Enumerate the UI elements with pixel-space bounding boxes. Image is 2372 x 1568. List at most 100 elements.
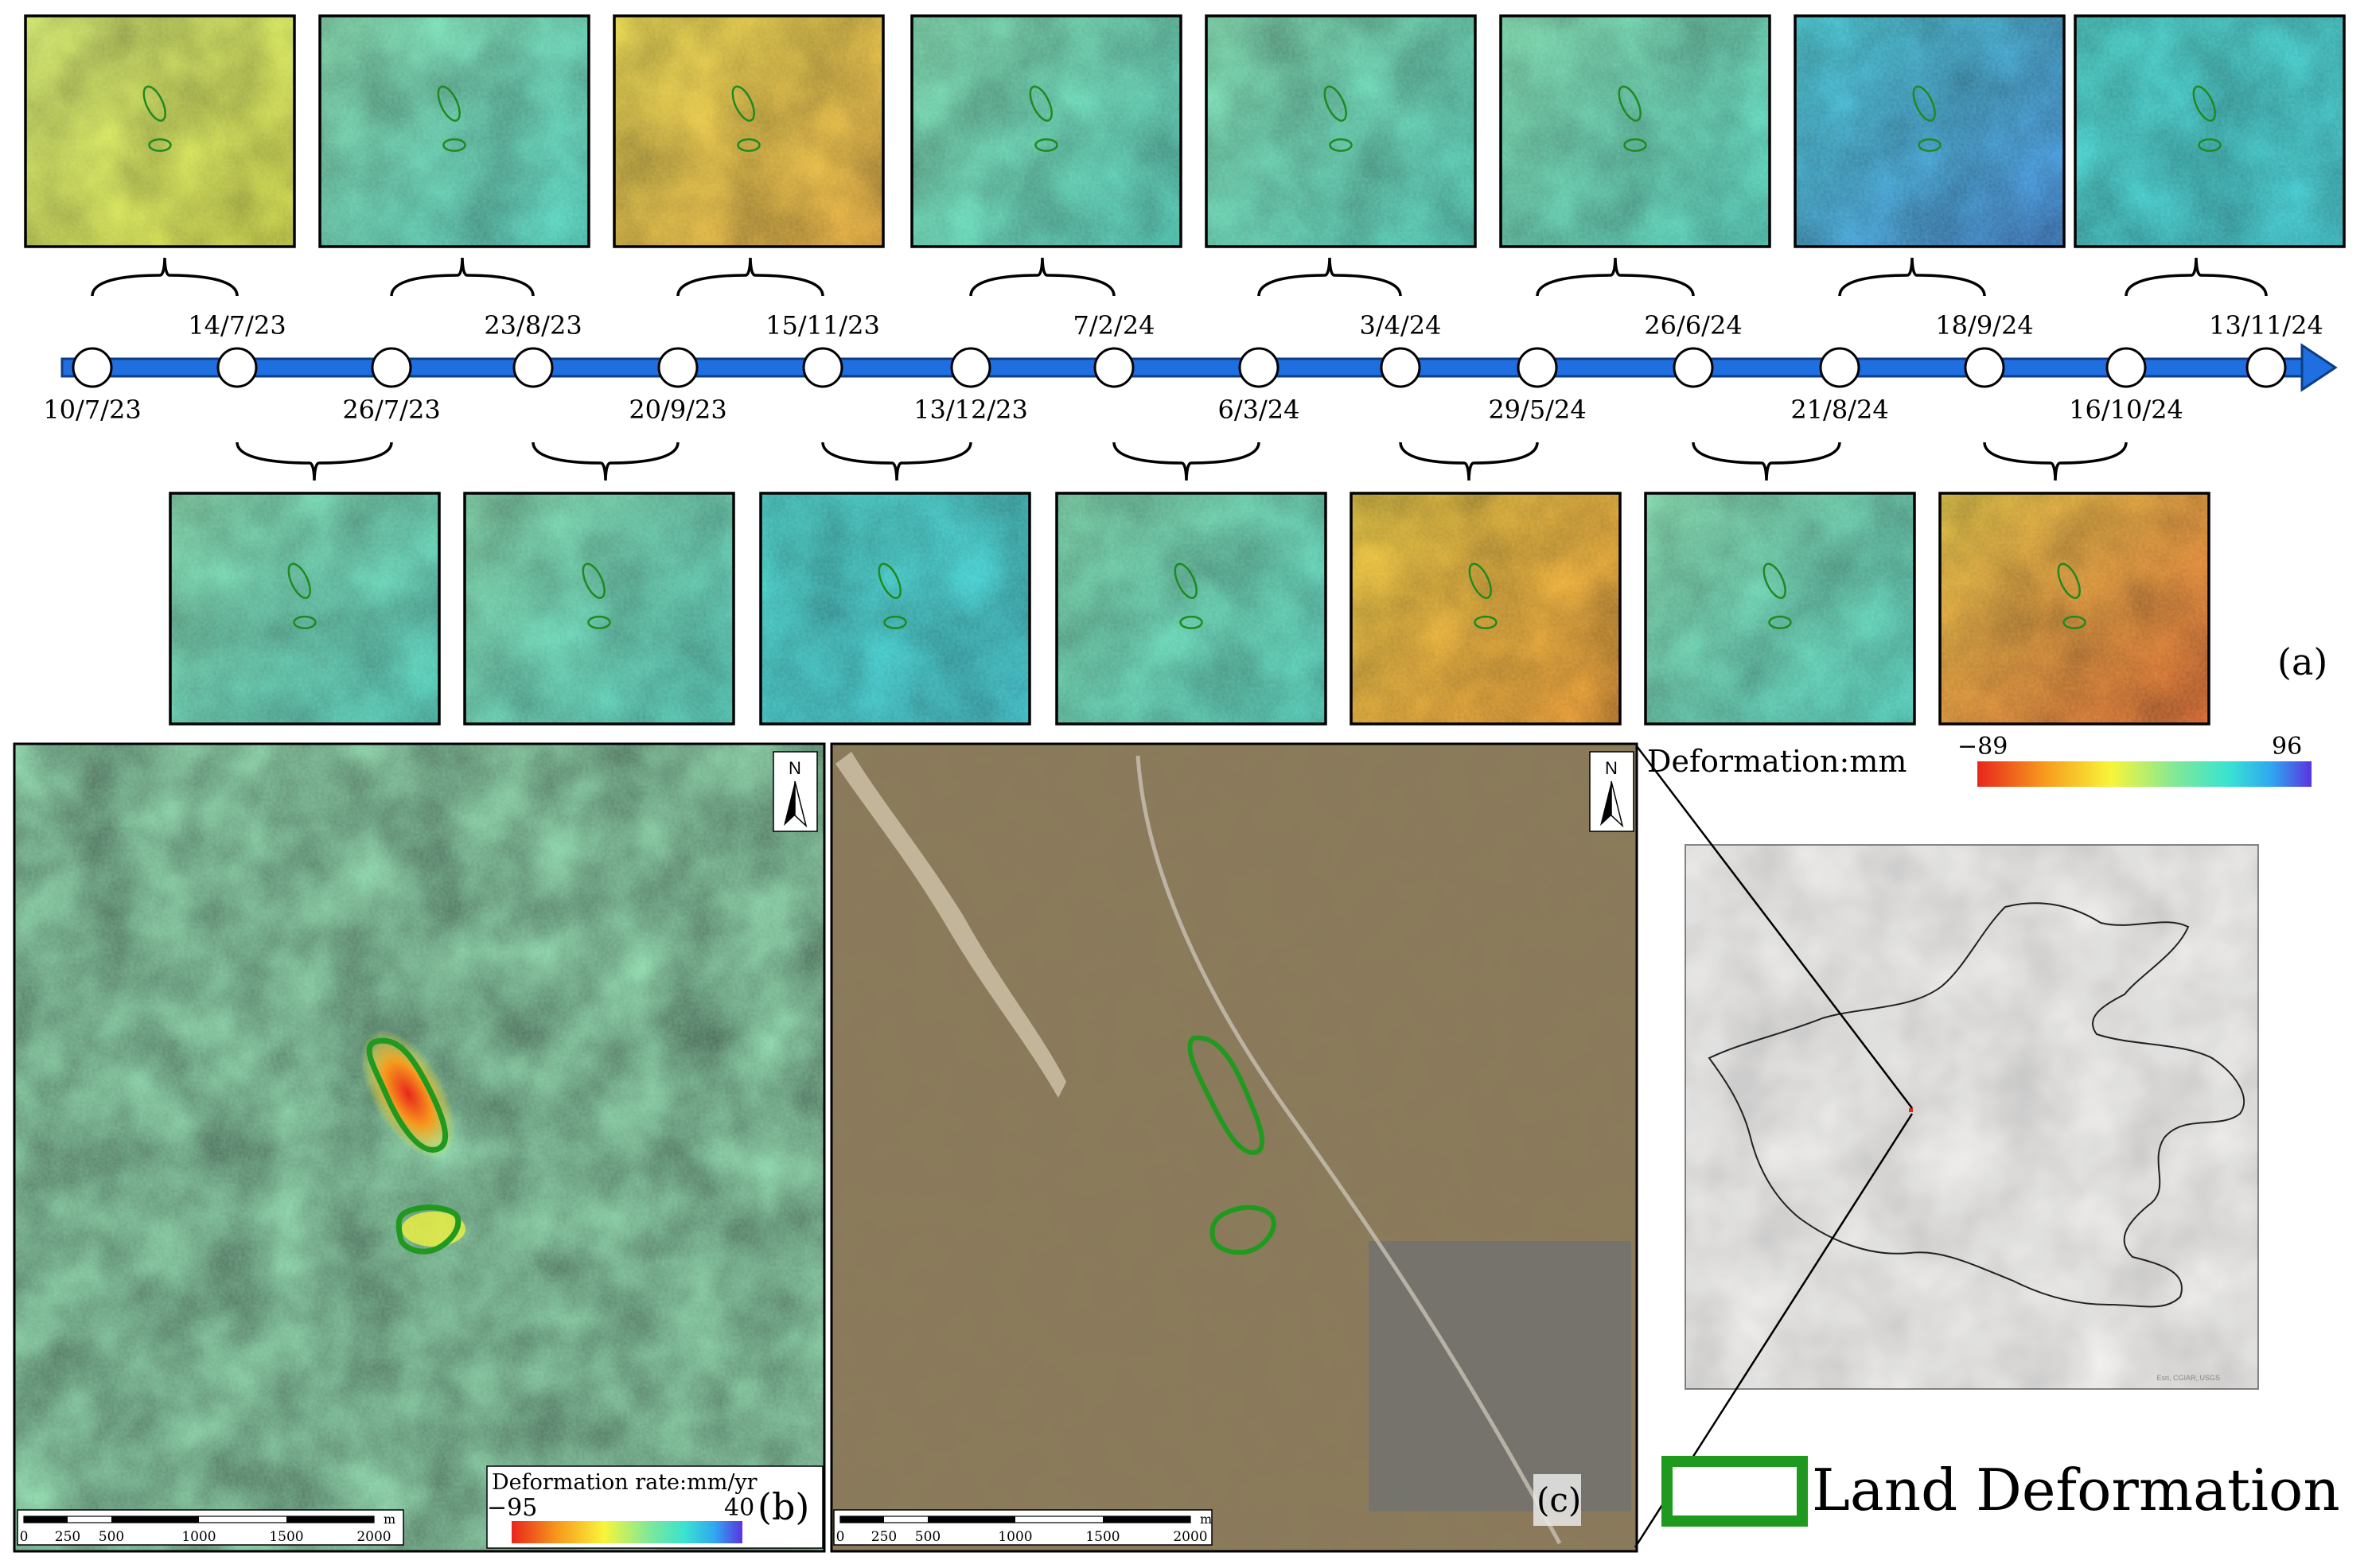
top-row-thumbnail <box>1499 14 1771 248</box>
timeline-bracket <box>1257 257 1402 297</box>
bottom-row-thumbnail <box>1644 492 1916 726</box>
top-row-thumbnail <box>24 14 296 248</box>
timeline-date-label: 13/11/24 <box>2209 310 2323 340</box>
bottom-row-thumbnail <box>759 492 1031 726</box>
timeline-date-label: 26/6/24 <box>1644 310 1742 340</box>
timeline-bracket <box>532 442 680 481</box>
timeline-date-label: 29/5/24 <box>1488 395 1586 425</box>
scale-unit-label: m <box>1200 1512 1212 1527</box>
inset-province-boundary <box>1708 902 2245 1308</box>
scale-tick-label: 250 <box>871 1529 897 1545</box>
panel-c-road <box>1135 755 1562 1545</box>
scale-tick-label: 1000 <box>181 1529 216 1545</box>
inset-study-area-marker <box>1909 1108 1913 1112</box>
timeline-bracket <box>1399 442 1539 481</box>
inset-map-hillshade <box>1685 845 2258 1389</box>
timeline-node <box>657 347 699 388</box>
land-deformation-key: Land Deformation <box>1661 1456 2340 1527</box>
timeline-bracket <box>676 257 824 297</box>
timeline-bracket <box>1536 257 1695 297</box>
bottom-row-thumbnail <box>1938 492 2210 726</box>
timeline-node <box>512 347 554 388</box>
timeline-date-label: 21/8/24 <box>1790 395 1888 425</box>
panel-c-scale-bar: 0 250 500 1000 1500 2000 m <box>833 1509 1213 1546</box>
timeline-node <box>2245 347 2287 388</box>
timeline-date-label: 7/2/24 <box>1073 310 1155 340</box>
deformation-legend: Deformation:mm −89 96 <box>1647 733 2312 787</box>
timeline-node <box>950 347 991 388</box>
top-row-thumbnail <box>613 14 885 248</box>
panel-b-legend-max: 40 <box>724 1494 754 1522</box>
brackets <box>91 257 2268 481</box>
panel-b-legend-title: Deformation rate:mm/yr <box>492 1470 758 1495</box>
timeline-date-label: 3/4/24 <box>1360 310 1442 340</box>
timeline-date-label: 14/7/23 <box>188 310 286 340</box>
timeline-date-label: 13/12/23 <box>913 395 1028 425</box>
scale-tick-label: 250 <box>55 1529 80 1545</box>
scale-tick-label: 1000 <box>998 1529 1032 1545</box>
scale-tick-label: 0 <box>836 1529 845 1545</box>
timeline-date-label: 18/9/24 <box>1935 310 2033 340</box>
timeline-node <box>1517 347 1558 388</box>
bottom-row-thumbnail <box>463 492 735 726</box>
panel-c-landslide-outline-north <box>1187 1035 1265 1155</box>
timeline-node <box>2105 347 2147 388</box>
timeline-date-label: 20/9/23 <box>629 395 726 425</box>
top-row-thumbnail <box>1205 14 1477 248</box>
panel-c-label: (c) <box>1537 1480 1581 1519</box>
panel-b-deformation-hotspot <box>360 1029 456 1159</box>
scale-tick-label: 2000 <box>1173 1529 1207 1545</box>
timeline: 10/7/23 14/7/23 26/7/23 23/8/23 20/9/23 15/11… <box>43 310 2338 425</box>
timeline-date-label: 23/8/23 <box>484 310 582 340</box>
panel-c-label-box <box>1533 1474 1581 1526</box>
bottom-row-thumbnail <box>1055 492 1327 726</box>
timeline-arrowhead <box>2300 343 2338 392</box>
thumbnail-grid <box>24 14 2346 726</box>
panel-b-border <box>13 742 826 1553</box>
panel-b-scale-bar: 0 250 500 1000 1500 2000 m <box>17 1509 404 1546</box>
timeline-bracket <box>2125 257 2268 297</box>
timeline-node <box>1819 347 1860 388</box>
panel-b-landslide-outline-north <box>366 1037 449 1153</box>
timeline-nodes <box>72 347 2287 388</box>
top-row-thumbnail <box>2074 14 2346 248</box>
scale-tick-label: 2000 <box>356 1529 391 1545</box>
bottom-row-thumbnail <box>169 492 441 726</box>
timeline-node <box>1093 347 1135 388</box>
timeline-node <box>1380 347 1421 388</box>
timeline-node <box>72 347 113 388</box>
scale-tick-label: 1500 <box>269 1529 303 1545</box>
scale-tick-label: 500 <box>915 1529 941 1545</box>
scale-tick-label: 0 <box>20 1529 29 1545</box>
panel-b-north-arrow: N <box>773 751 818 832</box>
top-row-thumbnail <box>1794 14 2066 248</box>
panel-c-dry-riverbed <box>835 752 1066 1098</box>
panel-b-landslide-outline-south <box>395 1204 462 1255</box>
timeline-date-label: 10/7/23 <box>43 395 141 425</box>
timeline-bracket <box>1838 257 1986 297</box>
timeline-bracket <box>1983 442 2128 481</box>
timeline-bracket <box>390 257 535 297</box>
panel-c-solar-farm <box>1369 1241 1631 1512</box>
inset-locator-map: Esri, CGIAR, USGS <box>1685 844 2259 1390</box>
scale-unit-label: m <box>384 1512 395 1527</box>
panel-c-satellite-image: N 0 250 500 1000 1500 2000 m (c) <box>830 742 1638 1553</box>
panel-c-terrain-noise <box>832 744 1637 1551</box>
timeline-bracket <box>236 442 393 481</box>
bottom-row-thumbnail <box>1350 492 1622 726</box>
timeline-date-label: 6/3/24 <box>1218 395 1300 425</box>
deformation-legend-ramp <box>1977 761 2312 787</box>
timeline-node <box>371 347 412 388</box>
timeline-bracket <box>1112 442 1260 481</box>
scale-tick-label: 500 <box>99 1529 124 1545</box>
timeline-bracket <box>969 257 1116 297</box>
top-row-thumbnail <box>318 14 590 248</box>
land-deformation-swatch <box>1661 1456 1808 1527</box>
timeline-bracket <box>91 257 239 297</box>
timeline-node <box>1964 347 2005 388</box>
panel-b-legend: Deformation rate:mm/yr −95 40 <box>486 1465 824 1549</box>
timeline-date-label: 15/11/23 <box>765 310 880 340</box>
connector-line-top <box>1636 745 1913 1109</box>
timeline-node <box>1238 347 1279 388</box>
